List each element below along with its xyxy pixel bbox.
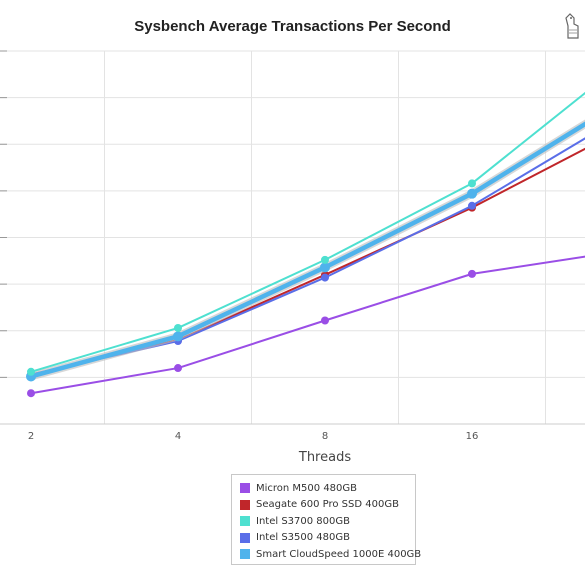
x-tick-label: 16 — [466, 431, 479, 442]
data-point — [321, 316, 329, 325]
legend-label: Intel S3700 800GB — [256, 515, 350, 527]
legend-swatch — [240, 549, 250, 560]
legend-item: Smart CloudSpeed 1000E 400GB — [240, 546, 421, 563]
series-line — [30, 147, 585, 376]
legend-item: Intel S3500 480GB — [240, 530, 415, 547]
data-point — [27, 367, 35, 376]
legend-label: Micron M500 480GB — [256, 482, 358, 494]
series-line — [30, 137, 585, 376]
legend-label: Smart CloudSpeed 1000E 400GB — [256, 548, 422, 560]
legend-swatch — [240, 516, 250, 527]
line-chart: 2481632 Threads — [0, 50, 585, 465]
data-point — [468, 179, 476, 188]
x-tick-label: 8 — [322, 431, 328, 442]
legend-swatch — [240, 532, 250, 543]
data-point — [467, 188, 477, 199]
data-point — [27, 389, 35, 398]
legend: Micron M500 480GB Seagate 600 Pro SSD 400… — [231, 474, 421, 565]
legend-swatch — [240, 483, 250, 494]
legend-label: Seagate 600 Pro SSD 400GB — [256, 499, 399, 511]
x-tick-label: 4 — [175, 431, 181, 442]
legend-item: Seagate 600 Pro SSD 400GB — [240, 497, 415, 514]
data-point — [173, 331, 183, 342]
x-axis-label: Threads — [298, 450, 351, 465]
data-point — [468, 269, 476, 278]
pigeon-logo-icon — [565, 13, 579, 39]
data-point — [321, 255, 329, 264]
legend-label: Intel S3500 480GB — [256, 532, 350, 544]
data-point — [468, 201, 476, 210]
legend-swatch — [240, 499, 250, 510]
legend-item: Micron M500 480GB — [240, 480, 415, 497]
data-point — [320, 262, 330, 273]
data-point — [321, 273, 329, 282]
chart-title: Sysbench Average Transactions Per Second — [134, 18, 451, 35]
data-point — [174, 323, 182, 332]
x-tick-label: 2 — [28, 431, 34, 442]
data-point — [174, 364, 182, 373]
legend-item: Intel S3700 800GB — [240, 513, 415, 530]
